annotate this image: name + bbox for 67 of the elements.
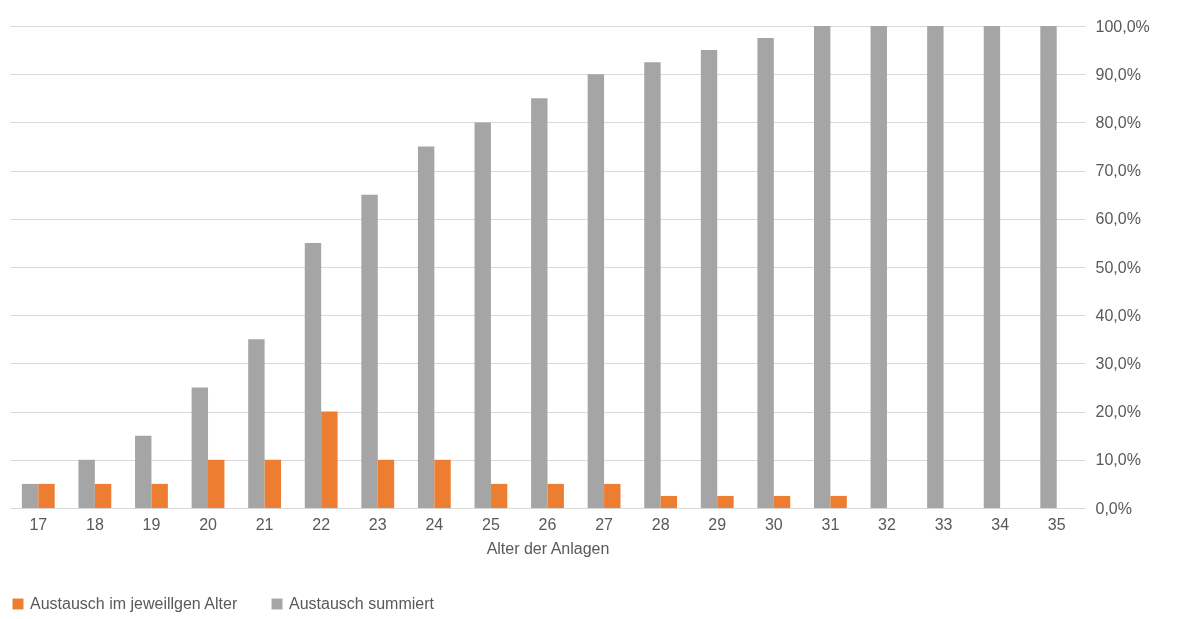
bar — [587, 74, 605, 508]
bar — [547, 483, 564, 508]
bar — [830, 495, 847, 508]
x-tick-label: 33 — [934, 515, 953, 533]
x-tick-label: 18 — [85, 515, 104, 533]
x-tick-label: 17 — [29, 515, 48, 533]
bar — [717, 495, 734, 508]
x-tick-label: 32 — [878, 515, 896, 533]
x-tick-label: 29 — [708, 515, 727, 533]
y-tick-label: 50,0% — [1095, 258, 1141, 276]
bar — [434, 459, 451, 508]
x-tick-label: 28 — [651, 515, 670, 533]
y-tick-label: 90,0% — [1095, 65, 1141, 83]
y-tick-label: 80,0% — [1095, 113, 1141, 131]
bar — [813, 26, 831, 508]
x-tick-label: 22 — [312, 515, 331, 533]
bar — [700, 50, 718, 508]
x-tick-label: 30 — [764, 515, 783, 533]
bar — [773, 495, 791, 508]
bar — [377, 459, 395, 508]
y-tick-label: 70,0% — [1095, 162, 1141, 180]
bar — [151, 483, 168, 508]
bar — [304, 242, 322, 508]
bar — [870, 26, 887, 508]
x-tick-label: 31 — [821, 515, 840, 533]
bar — [1040, 26, 1057, 508]
bar — [94, 483, 112, 508]
bar — [927, 26, 944, 508]
bar — [78, 459, 95, 508]
y-tick-label: 30,0% — [1095, 354, 1141, 372]
bar — [604, 483, 621, 508]
bar — [38, 483, 55, 508]
bar — [660, 495, 678, 508]
x-tick-label: 35 — [1047, 515, 1066, 533]
y-tick-label: 40,0% — [1095, 306, 1141, 324]
bar — [417, 146, 435, 508]
bar — [264, 459, 282, 508]
x-tick-label: 20 — [199, 515, 218, 533]
x-tick-label: 26 — [538, 515, 557, 533]
x-tick-label: 24 — [425, 515, 444, 533]
bar — [248, 339, 265, 508]
bar — [361, 194, 378, 508]
x-tick-label: 25 — [482, 515, 500, 533]
y-tick-label: 100,0% — [1095, 17, 1150, 35]
legend-label: Austausch im jeweillgen Alter — [30, 595, 238, 612]
x-tick-label: 27 — [595, 515, 614, 533]
bar — [21, 483, 39, 508]
x-tick-label: 21 — [255, 515, 274, 533]
bar — [208, 459, 225, 508]
bar — [757, 38, 774, 508]
y-tick-label: 0,0% — [1095, 499, 1132, 517]
bar — [474, 122, 491, 508]
bar — [490, 483, 508, 508]
x-tick-label: 23 — [368, 515, 387, 533]
x-tick-label: 19 — [142, 515, 161, 533]
legend-label: Austausch summiert — [289, 595, 435, 612]
bar — [191, 387, 209, 508]
bar — [644, 62, 661, 508]
bar — [531, 98, 548, 508]
bar — [135, 435, 152, 508]
x-tick-label: 34 — [991, 515, 1010, 533]
bar — [983, 26, 1001, 508]
x-axis-title: Alter der Anlagen — [486, 539, 610, 557]
bar — [321, 411, 338, 508]
y-tick-label: 60,0% — [1095, 210, 1141, 228]
y-tick-label: 20,0% — [1095, 403, 1141, 421]
y-tick-label: 10,0% — [1095, 451, 1141, 469]
